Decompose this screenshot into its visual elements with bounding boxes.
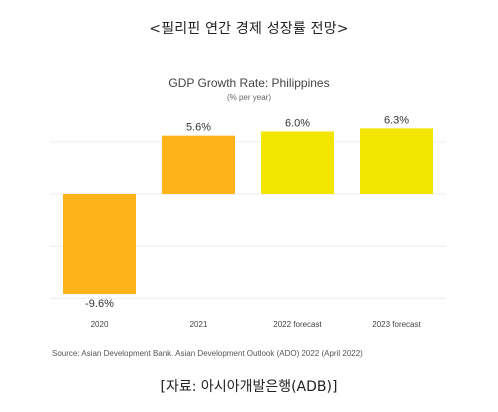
bar-4 <box>360 128 433 194</box>
category-label-4: 2023 forecast <box>372 320 421 329</box>
bar-2 <box>162 135 235 194</box>
category-label-3: 2022 forecast <box>273 320 322 329</box>
data-label-1: -9.6% <box>85 298 114 310</box>
source-caption: [자료: 아시아개발은행(ADB)] <box>160 379 338 395</box>
data-label-2: 5.6% <box>186 122 211 134</box>
source-note: Source: Asian Development Bank. Asian De… <box>52 349 363 358</box>
category-label-2: 2021 <box>190 320 208 329</box>
chart-title: GDP Growth Rate: Philippines <box>168 76 330 90</box>
data-label-4: 6.3% <box>384 114 409 126</box>
chart-subtitle: (% per year) <box>226 93 271 102</box>
data-label-3: 6.0% <box>285 117 310 129</box>
bar-1 <box>63 194 136 295</box>
bar-3 <box>261 131 334 194</box>
page-title: <필리핀 연간 경제 성장률 전망> <box>149 21 349 37</box>
category-label-1: 2020 <box>91 320 109 329</box>
